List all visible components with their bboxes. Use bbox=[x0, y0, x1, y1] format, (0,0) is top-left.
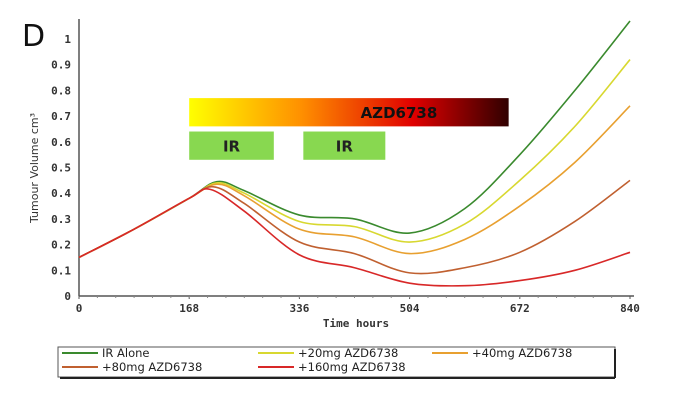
legend-label: +40mg AZD6738 bbox=[472, 346, 572, 360]
y-tick-label: 0.8 bbox=[51, 84, 71, 97]
y-tick-label: 1 bbox=[64, 33, 71, 46]
y-tick-label: 0.5 bbox=[51, 162, 71, 175]
y-tick-label: 0.4 bbox=[51, 187, 71, 200]
x-tick-label: 672 bbox=[510, 302, 530, 315]
series-line bbox=[78, 105, 631, 259]
y-axis-label: Tumour Volume cm³ bbox=[28, 113, 41, 224]
legend-label: +160mg AZD6738 bbox=[298, 360, 406, 374]
y-tick-label: 0.1 bbox=[51, 264, 71, 277]
panel-label: D bbox=[22, 19, 45, 54]
series-line bbox=[78, 188, 631, 287]
legend-label: IR Alone bbox=[102, 346, 150, 360]
ir-label: IR bbox=[336, 138, 354, 156]
ir-box bbox=[303, 131, 386, 160]
azd6738-bar bbox=[189, 98, 509, 127]
azd6738-label: AZD6738 bbox=[361, 104, 438, 122]
x-axis-label: Time hours bbox=[323, 317, 389, 330]
x-tick-label: 504 bbox=[400, 302, 420, 315]
y-tick-label: 0.9 bbox=[51, 59, 71, 72]
y-tick-label: 0.7 bbox=[51, 110, 71, 123]
legend-label: +20mg AZD6738 bbox=[298, 346, 398, 360]
x-tick-label: 0 bbox=[76, 302, 83, 315]
y-tick-label: 0.6 bbox=[51, 136, 71, 149]
x-tick-label: 168 bbox=[179, 302, 199, 315]
y-tick-label: 0 bbox=[64, 290, 71, 303]
y-tick-label: 0.3 bbox=[51, 213, 71, 226]
legend-label: +80mg AZD6738 bbox=[102, 360, 202, 374]
legend: IR Alone +20mg AZD6738 +40mg AZD6738 +80mg … bbox=[57, 346, 616, 379]
ir-box bbox=[189, 131, 274, 160]
ir-label: IR bbox=[223, 138, 241, 156]
x-tick-label: 840 bbox=[620, 302, 640, 315]
x-tick-label: 336 bbox=[289, 302, 309, 315]
y-tick-label: 0.2 bbox=[51, 239, 71, 252]
